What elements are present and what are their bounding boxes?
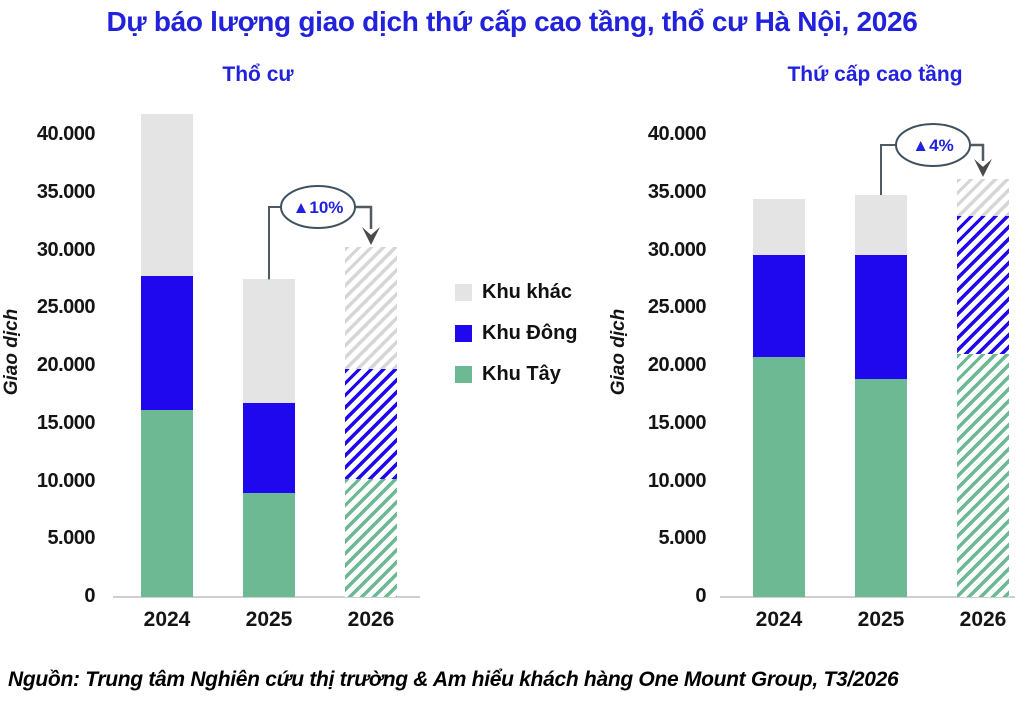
x-tick-label: 2025 <box>857 608 905 631</box>
bar-2025-khu-tây <box>243 493 295 597</box>
left-chart-title: Thổ cư <box>222 63 294 86</box>
x-axis-line <box>113 596 420 598</box>
bar-2026-khu-đông <box>345 369 397 480</box>
annotation-bubble <box>895 123 971 167</box>
bar-2024-khu-tây <box>141 409 193 597</box>
bar-2026-khu-khác <box>957 178 1009 216</box>
annotation-label: ▲10% <box>293 198 344 217</box>
x-axis-line <box>720 596 1015 598</box>
legend: Khu khác Khu Đông Khu Tây <box>455 281 578 404</box>
bar-2025-khu-khác <box>243 279 295 403</box>
x-tick-label: 2025 <box>245 608 293 631</box>
y-tick-label: 30.000 <box>36 238 96 261</box>
bar-2024-khu-khác <box>141 114 193 276</box>
y-tick-label: 0 <box>695 585 706 607</box>
right-chart-title: Thứ cấp cao tầng <box>787 63 963 86</box>
annotation-label: ▲4% <box>912 136 953 155</box>
legend-item-khu-dong: Khu Đông <box>455 322 578 345</box>
figure-title: Dự báo lượng giao dịch thứ cấp cao tầng,… <box>106 6 918 37</box>
legend-item-khu-khac: Khu khác <box>455 281 578 304</box>
source-note: Nguồn: Trung tâm Nghiên cứu thị trường &… <box>8 668 899 691</box>
annotation-bubble <box>280 185 356 229</box>
y-tick-label: 25.000 <box>36 296 96 319</box>
bar-2024-khu-đông <box>141 275 193 410</box>
bar-2026-khu-tây <box>957 354 1009 597</box>
bar-2025-khu-đông <box>243 402 295 494</box>
bar-2025-khu-tây <box>855 378 907 597</box>
y-tick-label: 10.000 <box>647 469 707 492</box>
y-tick-label: 5.000 <box>47 527 95 550</box>
x-tick-label: 2026 <box>959 608 1007 631</box>
annotation-connector <box>268 206 281 280</box>
legend-label: Khu khác <box>482 281 573 303</box>
annotation-arrow-icon <box>362 227 380 246</box>
legend-item-khu-tay: Khu Tây <box>455 363 578 386</box>
y-tick-label: 0 <box>84 585 95 607</box>
bar-2024-khu-đông <box>753 255 805 357</box>
y-tick-label: 10.000 <box>36 469 96 492</box>
y-tick-label: 20.000 <box>647 354 707 376</box>
bar-2024-khu-khác <box>753 198 805 256</box>
bar-2026-khu-tây <box>345 479 397 597</box>
y-tick-label: 35.000 <box>647 180 707 203</box>
y-tick-label: 35.000 <box>36 180 96 203</box>
bar-2024-khu-tây <box>753 356 805 597</box>
y-tick-label: 25.000 <box>647 296 707 319</box>
x-tick-label: 2026 <box>347 608 395 631</box>
khu-tay-swatch-icon <box>455 366 472 383</box>
annotation-arrow-icon <box>974 158 992 177</box>
annotation-connector <box>970 143 985 161</box>
annotation-connector <box>880 144 896 196</box>
y-tick-label: 20.000 <box>36 354 96 376</box>
y-tick-label: 40.000 <box>36 123 96 145</box>
x-tick-label: 2024 <box>143 608 191 631</box>
y-tick-label: 15.000 <box>36 411 96 434</box>
legend-label: Khu Tây <box>482 363 561 385</box>
y-tick-label: 40.000 <box>647 123 707 145</box>
khu-khac-swatch-icon <box>455 284 472 301</box>
y-tick-label: 5.000 <box>658 527 706 550</box>
bar-2026-khu-đông <box>957 215 1009 355</box>
legend-label: Khu Đông <box>482 322 578 344</box>
annotation-connector <box>355 205 373 230</box>
khu-dong-swatch-icon <box>455 325 472 342</box>
bar-2025-khu-đông <box>855 255 907 379</box>
y-tick-label: 15.000 <box>647 411 707 434</box>
x-tick-label: 2024 <box>755 608 803 631</box>
bar-2025-khu-khác <box>855 195 907 256</box>
y-tick-label: 30.000 <box>647 238 707 261</box>
bar-2026-khu-khác <box>345 247 397 370</box>
